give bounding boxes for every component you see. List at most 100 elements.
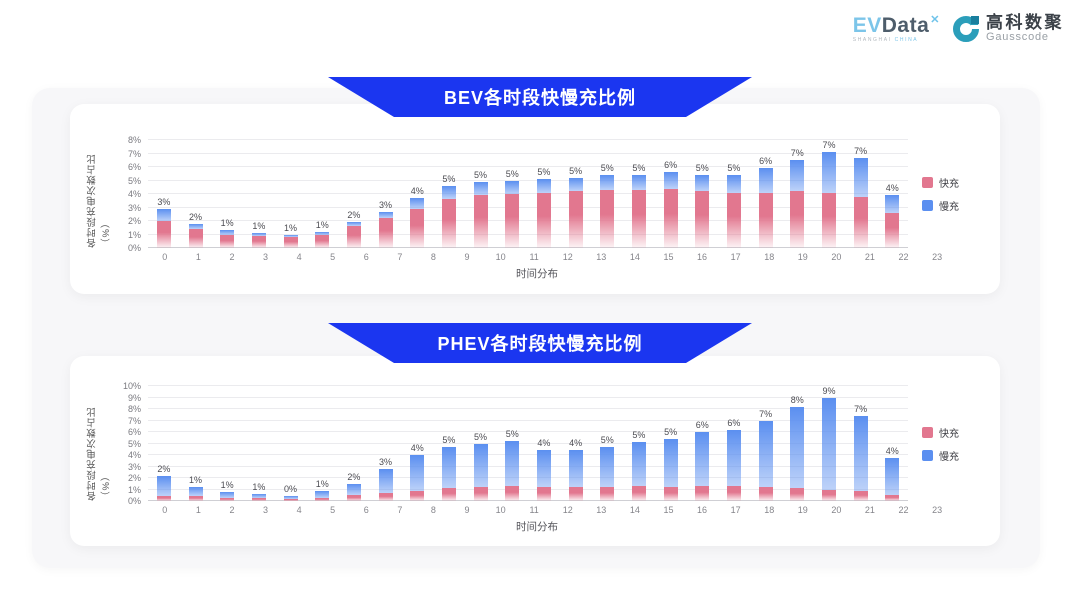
gausscode-en-text: Gausscode [986, 30, 1049, 43]
x-tick-8: 8 [430, 252, 436, 262]
slow-charge-segment [378, 468, 393, 493]
bar-hour-3: 1% [243, 140, 275, 248]
evdata-wordmark: EVData✕ [853, 14, 940, 36]
fast-charge-segment [283, 236, 298, 248]
x-tick-14: 14 [629, 252, 640, 262]
slow-charge-segment [410, 455, 425, 491]
x-tick-21: 21 [864, 252, 875, 262]
fast-charge-segment [473, 487, 488, 501]
bar-total-label: 6% [695, 420, 709, 431]
bar-hour-20: 8% [781, 386, 813, 501]
x-tick-15: 15 [663, 505, 674, 515]
fast-charge-segment [441, 488, 456, 501]
fast-charge-segment [726, 486, 741, 501]
slow-charge-segment [473, 443, 488, 488]
bar-total-label: 1% [220, 218, 234, 229]
x-tick-4: 4 [296, 252, 302, 262]
slow-charge-segment [600, 175, 615, 190]
gridline-4pct [148, 193, 908, 194]
slow-charge-segment [441, 185, 456, 200]
slow-charge-segment [726, 175, 741, 193]
bar-total-label: 4% [410, 186, 424, 197]
slow-charge-segment [758, 420, 773, 488]
x-tick-12: 12 [562, 505, 573, 515]
slow-charge-segment [695, 175, 710, 192]
bar-total-label: 1% [252, 482, 266, 493]
bar-total-label: 7% [790, 148, 804, 159]
y-tick-2pct: 2% [127, 473, 141, 483]
bar-total-label: 2% [347, 471, 361, 482]
bar-total-label: 0% [284, 483, 298, 494]
gausscode-wordmark: 高科数聚 Gausscode [986, 14, 1064, 43]
fast-charge-segment [220, 497, 235, 501]
x-tick-12: 12 [562, 252, 573, 262]
bev-x-axis-label: 时间分布 [516, 268, 558, 280]
slow-charge-segment [695, 432, 710, 487]
fast-charge-segment [536, 487, 551, 501]
fast-charge-segment [251, 498, 266, 501]
fast-charge-segment [378, 492, 393, 501]
fast-charge-segment [410, 208, 425, 248]
bar-hour-0: 2% [148, 386, 180, 501]
bar-hour-15: 5% [623, 386, 655, 501]
bar-hour-2: 1% [211, 140, 243, 248]
x-tick-7: 7 [397, 252, 403, 262]
slow-charge-segment [378, 211, 393, 219]
fast-charge-segment [853, 196, 868, 248]
phev-title-banner: PHEV各时段快慢充比例 [328, 323, 752, 363]
fast-charge-segment [473, 195, 488, 248]
bar-total-label: 6% [727, 417, 741, 428]
fast-charge-label: 快充 [939, 428, 959, 440]
bar-total-label: 5% [442, 173, 456, 184]
phev-plot-area: 0% 1% 2% 3% 4% 5% 6% 7% 8% 9% 10% 2% 1% 1% 1% 0% 1% 2% 3% 4… [123, 381, 908, 506]
fast-charge-segment [600, 189, 615, 248]
bar-total-label: 7% [854, 145, 868, 156]
slow-charge-segment [283, 234, 298, 237]
fast-charge-segment [156, 221, 171, 248]
gridline-0pct [148, 247, 908, 248]
x-tick-19: 19 [797, 505, 808, 515]
x-tick-14: 14 [629, 505, 640, 515]
bar-hour-9: 5% [433, 140, 465, 248]
gridline-2pct [148, 477, 908, 478]
fast-charge-segment [220, 234, 235, 248]
slow-charge-segment [885, 195, 900, 213]
gridline-9pct [148, 396, 908, 398]
bar-total-label: 1% [220, 479, 234, 490]
y-tick-4pct: 4% [127, 450, 141, 460]
gridline-3pct [148, 465, 908, 467]
bar-total-label: 5% [600, 434, 614, 445]
x-tick-3: 3 [263, 505, 269, 515]
fast-charge-segment [410, 490, 425, 501]
bar-total-label: 4% [537, 438, 551, 449]
bar-total-label: 4% [569, 438, 583, 449]
x-tick-6: 6 [363, 505, 369, 515]
gridline-10pct [148, 385, 908, 386]
slow-charge-swatch [922, 200, 933, 211]
gridline-6pct [148, 431, 908, 432]
fast-charge-segment [758, 192, 773, 248]
slow-charge-segment [156, 208, 171, 221]
bar-hour-14: 5% [591, 140, 623, 248]
bar-total-label: 1% [189, 475, 203, 486]
bar-hour-3: 1% [243, 386, 275, 501]
slow-charge-label: 慢充 [939, 202, 959, 213]
bar-hour-5: 1% [306, 140, 338, 248]
bar-hour-4: 1% [275, 140, 307, 248]
bar-hour-21: 9% [813, 386, 845, 501]
bar-total-label: 2% [347, 210, 361, 221]
slow-charge-segment [758, 168, 773, 193]
fast-charge-segment [441, 199, 456, 248]
bar-total-label: 7% [759, 408, 773, 419]
bar-hour-18: 6% [718, 386, 750, 501]
bar-hour-22: 7% [845, 140, 877, 248]
fast-charge-segment [663, 188, 678, 248]
slow-charge-segment [315, 491, 330, 498]
phev-x-axis-label: 时间分布 [516, 521, 558, 533]
bev-y-axis-label: 各时段充电次数占比（%） [87, 153, 112, 249]
y-tick-10pct: 10% [122, 381, 141, 391]
bar-hour-6: 2% [338, 140, 370, 248]
bars-row: 2% 1% 1% 1% 0% 1% 2% 3% 4% 5% 5% 5% 4% 4% 5% 5% 5% 6% 6% 7%… [148, 386, 908, 501]
header-logos: EVData✕ SHANGHAI CHINA 高科数聚 Gausscode [853, 14, 1064, 43]
bar-hour-6: 2% [338, 386, 370, 501]
